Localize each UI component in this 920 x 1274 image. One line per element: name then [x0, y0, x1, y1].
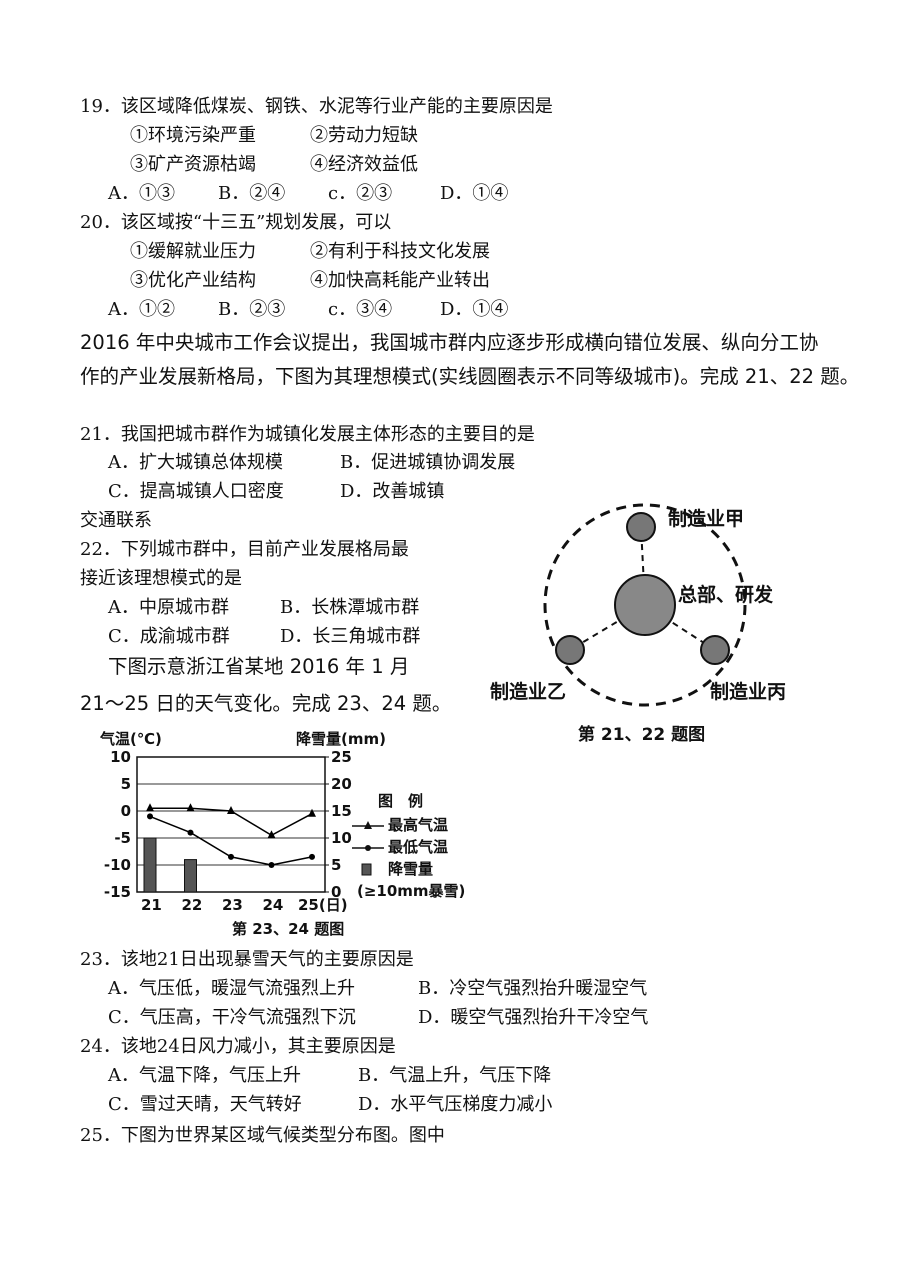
marker — [268, 862, 275, 868]
marker — [147, 813, 153, 820]
text: 作的产业发展新格局，下图为其理想模式(实线圆圈表示不同等级城市)。完成 21、2… — [80, 365, 860, 388]
text: D．改善城镇 — [340, 481, 445, 502]
text: c．②③ — [328, 183, 393, 204]
text: B．气温上升，气压下降 — [358, 1065, 552, 1086]
caption: 第 21、22 题图 — [578, 724, 705, 745]
y2-tick-label: 25 — [331, 748, 352, 766]
city — [700, 635, 730, 665]
text: ④加快高耗能产业转出 — [310, 270, 490, 291]
y2-tick-label: 0 — [331, 883, 341, 901]
y-tick-label: 10 — [110, 748, 131, 766]
text: C．提高城镇人口密度 — [108, 481, 284, 502]
marker — [146, 803, 154, 812]
node-label: 总部、研发 — [678, 583, 774, 606]
node-label: 制造业乙 — [490, 680, 566, 703]
legend-marker — [365, 845, 371, 851]
node-label: 制造业甲 — [668, 507, 744, 530]
legend-title: 图 例 — [378, 792, 423, 810]
text: 23．该地21日出现暴雪天气的主要原因是 — [80, 949, 414, 970]
y2-tick-label: 15 — [331, 802, 352, 820]
text: D．①④ — [440, 183, 509, 204]
text: D．①④ — [440, 299, 509, 320]
text: B．促进城镇协调发展 — [340, 452, 516, 473]
marker — [186, 803, 195, 812]
text: ①缓解就业压力 — [130, 241, 256, 262]
x-tick-label: 24 — [263, 896, 284, 914]
city — [555, 635, 585, 665]
marker — [187, 829, 194, 836]
axis-title: 降雪量(mm) — [296, 730, 386, 748]
text: D．水平气压梯度力减小 — [358, 1094, 553, 1115]
caption: 第 23、24 题图 — [232, 920, 344, 938]
text: C．气压高，干冷气流强烈下沉 — [108, 1007, 356, 1028]
text: C．雪过天晴，天气转好 — [108, 1094, 302, 1115]
text: D．暖空气强烈抬升干冷空气 — [418, 1007, 649, 1028]
marker — [227, 806, 235, 814]
y-tick-label: -15 — [104, 883, 131, 901]
x-tick-label: 22 — [182, 896, 203, 914]
hq-city — [614, 574, 676, 636]
y-tick-label: 5 — [121, 775, 131, 793]
text: 下图示意浙江省某地 2016 年 1 月 — [108, 655, 410, 678]
y2-tick-label: 20 — [331, 775, 352, 793]
city — [626, 512, 656, 542]
y-tick-label: 0 — [121, 802, 131, 820]
text: A．气压低，暖湿气流强烈上升 — [108, 978, 355, 999]
y-tick-label: -5 — [114, 829, 131, 847]
text: 2016 年中央城市工作会议提出，我国城市群内应逐步形成横向错位发展、纵向分工协 — [80, 331, 819, 354]
x-tick-label: 23 — [222, 896, 243, 914]
text: C．成渝城市群 — [108, 626, 230, 647]
text: B．②③ — [218, 299, 286, 320]
text: B．冷空气强烈抬升暖湿空气 — [418, 978, 648, 999]
text: 21～25 日的天气变化。完成 23、24 题。 — [80, 692, 452, 715]
text: A．扩大城镇总体规模 — [108, 452, 283, 473]
text: A．①② — [108, 299, 175, 320]
dashed-ring — [543, 503, 747, 707]
legend-note: (≥10mm暴雪) — [357, 882, 465, 900]
node-label: 制造业丙 — [710, 680, 786, 703]
bar — [184, 859, 197, 893]
marker — [308, 808, 316, 817]
text: 20．该区域按“十三五”规划发展，可以 — [80, 212, 392, 233]
text: ③优化产业结构 — [130, 270, 256, 291]
text: A．①③ — [108, 183, 175, 204]
bar — [143, 837, 157, 893]
text: A．中原城市群 — [108, 597, 229, 618]
axis-title: 气温(℃) — [99, 730, 162, 748]
text: D．长三角城市群 — [280, 626, 421, 647]
text: 接近该理想模式的是 — [80, 568, 242, 589]
legend-label: 最高气温 — [388, 816, 448, 834]
marker — [228, 853, 234, 860]
text: B．②④ — [218, 183, 286, 204]
text: ③矿产资源枯竭 — [130, 154, 256, 175]
text: 22．下列城市群中，目前产业发展格局最 — [80, 539, 409, 560]
plot-frame — [136, 756, 326, 893]
text: 21．我国把城市群作为城镇化发展主体形态的主要目的是 — [80, 424, 535, 445]
text: ②劳动力短缺 — [310, 125, 418, 146]
marker — [309, 853, 315, 860]
y2-tick-label: 5 — [331, 856, 341, 874]
legend-marker — [364, 821, 372, 829]
text: 24．该地24日风力减小，其主要原因是 — [80, 1036, 396, 1057]
text: ①环境污染严重 — [130, 125, 256, 146]
text: 交通联系 — [80, 510, 152, 531]
text: c．③④ — [328, 299, 393, 320]
text: A．气温下降，气压上升 — [108, 1065, 301, 1086]
marker — [267, 830, 276, 839]
text: ④经济效益低 — [310, 154, 418, 175]
text: 19．该区域降低煤炭、钢铁、水泥等行业产能的主要原因是 — [80, 96, 553, 117]
legend-swatch — [361, 863, 372, 876]
legend-label: 最低气温 — [388, 838, 448, 856]
y-tick-label: -10 — [104, 856, 131, 874]
text: B．长株潭城市群 — [280, 597, 420, 618]
legend-label: 降雪量 — [388, 860, 433, 878]
y2-tick-label: 10 — [331, 829, 352, 847]
text: ②有利于科技文化发展 — [310, 241, 490, 262]
x-tick-label: 25(日) — [298, 896, 348, 914]
x-tick-label: 21 — [141, 896, 162, 914]
text: 25．下图为世界某区域气候类型分布图。图中 — [80, 1125, 445, 1146]
